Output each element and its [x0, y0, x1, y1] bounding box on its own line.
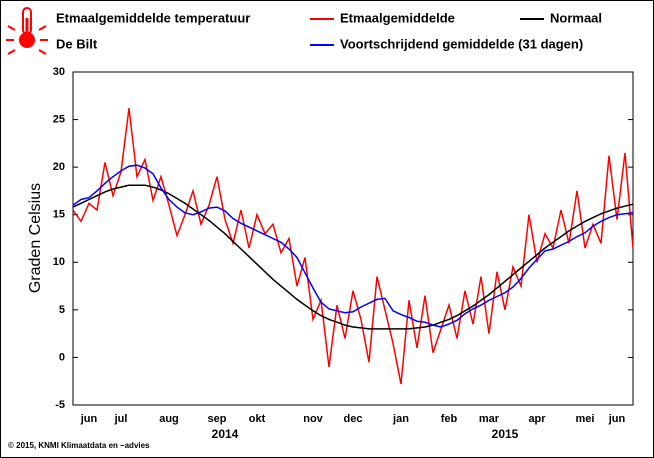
x-group-label: 2015: [492, 427, 519, 441]
plot-frame: [72, 71, 634, 406]
x-tick-label: aug: [159, 413, 179, 425]
series-line: [72, 164, 634, 328]
x-tick-label: jun: [80, 413, 98, 425]
x-tick-label: apr: [528, 413, 546, 425]
y-tick-label: 5: [59, 304, 65, 316]
legend-label: Normaal: [550, 10, 602, 25]
x-tick-label: jul: [114, 413, 128, 425]
thermometer-icon: [6, 7, 48, 55]
legend-label: Etmaalgemiddelde: [340, 10, 455, 25]
x-tick-label: jan: [392, 413, 409, 425]
y-tick-label: 15: [53, 209, 65, 221]
footer: © 2015, KNMI Klimaatdata en –advies: [8, 441, 150, 450]
x-tick-label: mar: [479, 413, 500, 425]
x-tick-label: okt: [249, 413, 266, 425]
chart-subtitle: De Bilt: [56, 36, 98, 51]
y-tick-label: 20: [53, 161, 65, 173]
y-axis-label: Graden Celsius: [27, 183, 44, 293]
y-tick-label: 0: [59, 351, 65, 363]
x-tick-label: jun: [608, 413, 626, 425]
y-tick-label: 10: [53, 256, 65, 268]
legend-label: Voortschrijdend gemiddelde (31 dagen): [340, 36, 583, 51]
x-tick-label: dec: [344, 413, 363, 425]
y-tick-label: -5: [55, 399, 65, 411]
x-tick-label: feb: [441, 413, 458, 425]
series-line: [72, 184, 634, 330]
x-group-label: 2014: [212, 427, 239, 441]
y-tick-label: 25: [53, 113, 65, 125]
x-tick-label: sep: [208, 413, 227, 425]
chart-title: Etmaalgemiddelde temperatuur: [56, 10, 250, 25]
y-tick-label: 30: [53, 66, 65, 78]
x-tick-label: nov: [303, 413, 323, 425]
x-tick-label: mei: [576, 413, 595, 425]
